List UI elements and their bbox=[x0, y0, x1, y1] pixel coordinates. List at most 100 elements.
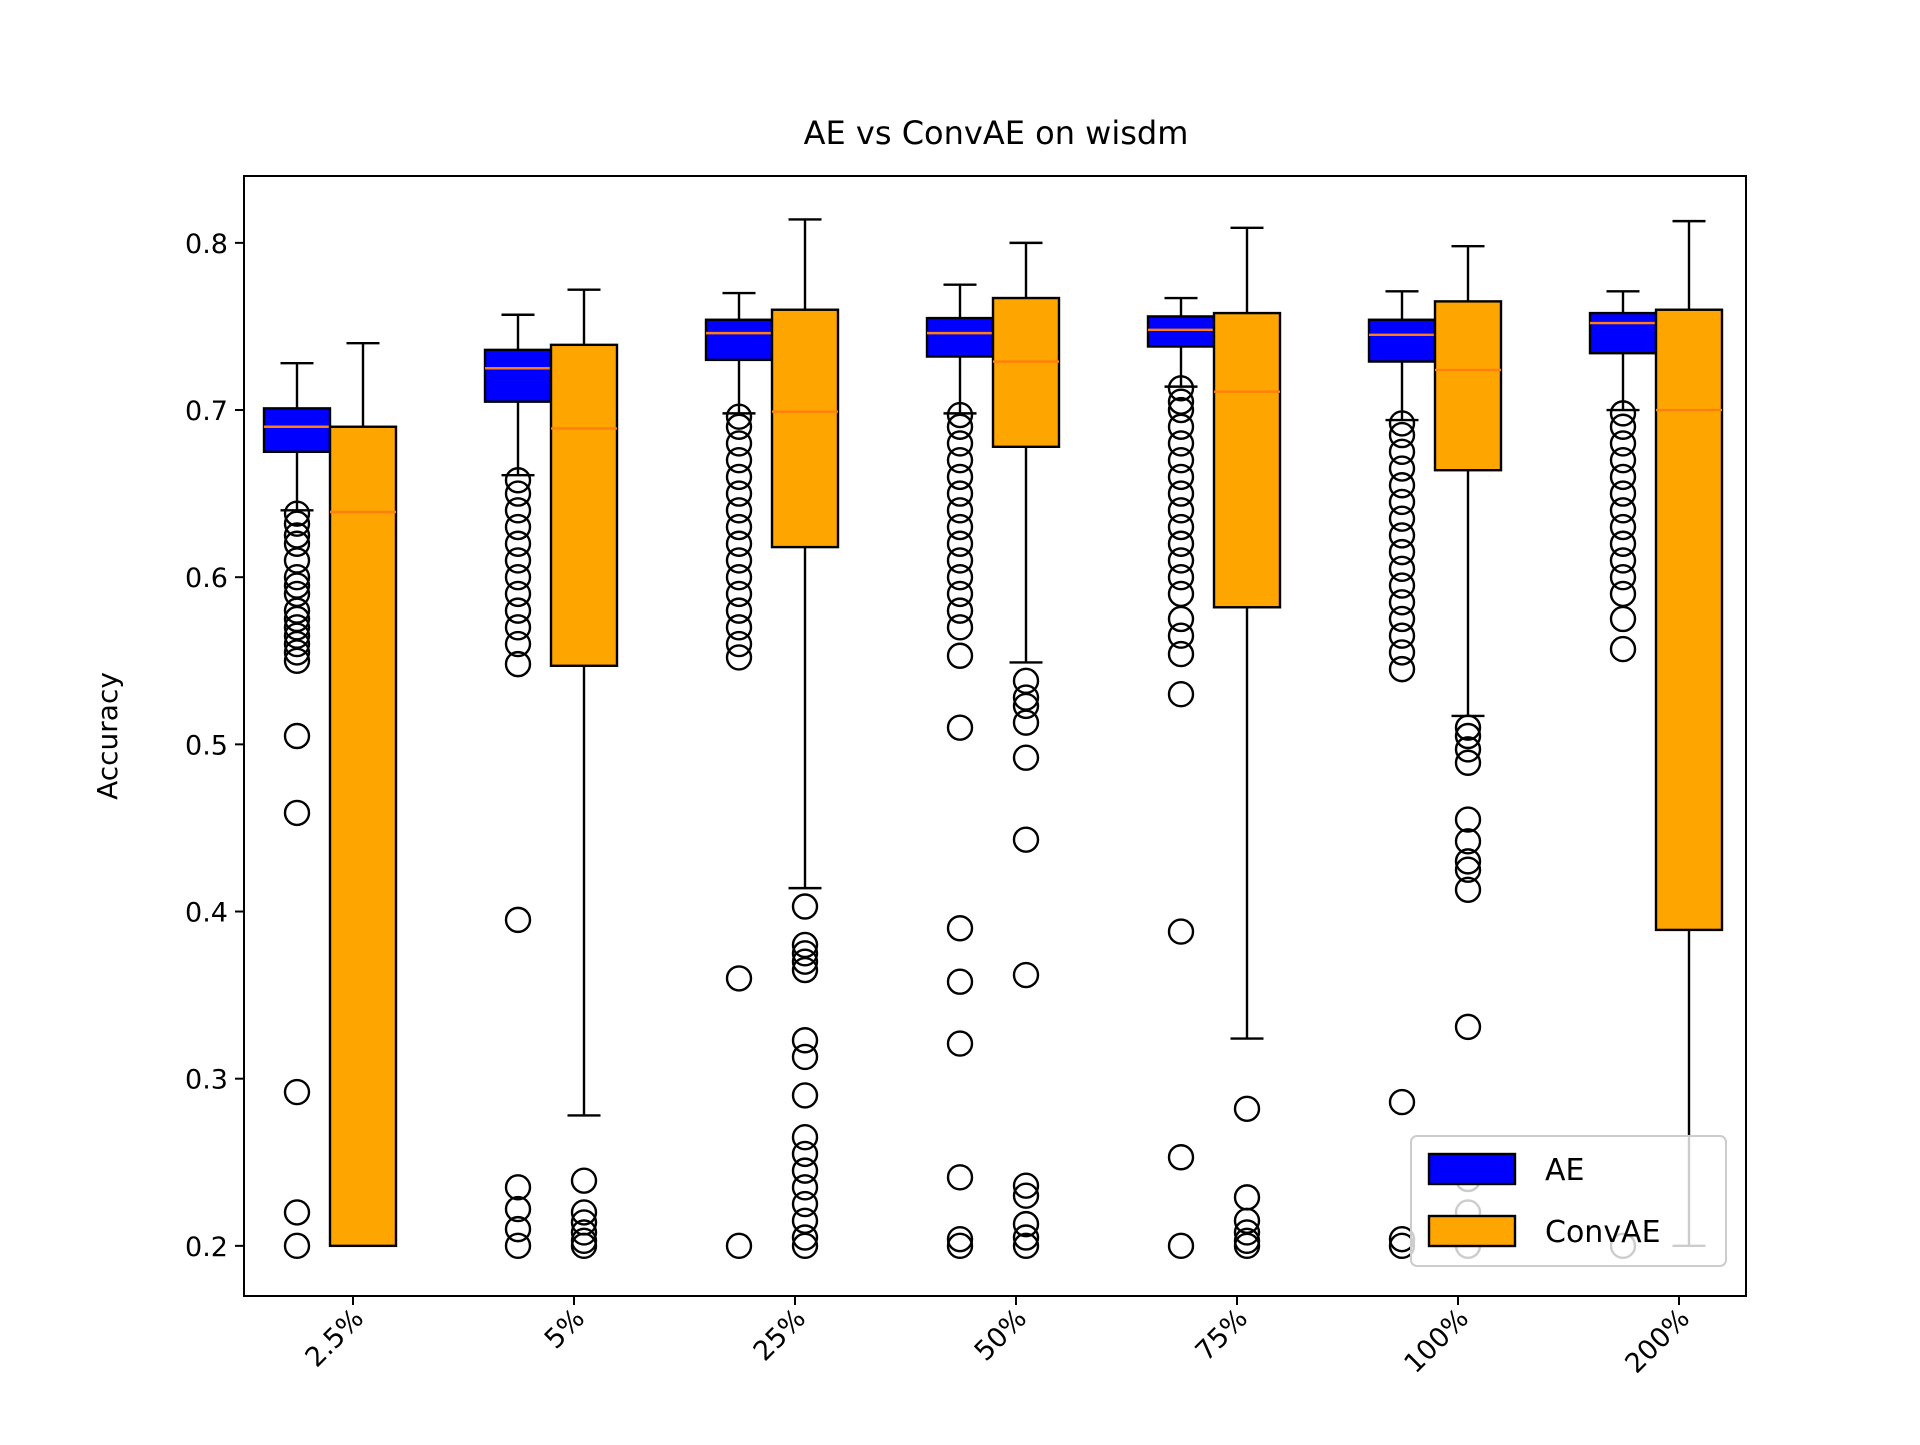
ae-outlier-point bbox=[504, 1174, 532, 1201]
ae-outlier-point bbox=[1388, 505, 1416, 532]
convae-outlier-point bbox=[1233, 1219, 1261, 1246]
convae-outlier-point bbox=[570, 1219, 598, 1246]
ae-outlier-point bbox=[725, 630, 753, 658]
convae-box bbox=[991, 296, 1061, 449]
convae-outlier-point bbox=[1012, 1182, 1040, 1209]
convae-box-group bbox=[1654, 219, 1724, 1248]
convae-outlier-point bbox=[1454, 848, 1482, 875]
convae-box-group bbox=[549, 288, 619, 1260]
ae-outlier-point bbox=[1167, 1232, 1195, 1260]
ae-outlier-point bbox=[946, 968, 974, 995]
y-tick-label: 0.5 bbox=[185, 730, 228, 761]
ae-outlier-point bbox=[1167, 413, 1195, 440]
convae-outlier-point bbox=[791, 1232, 819, 1260]
ae-outlier-point bbox=[1388, 639, 1416, 666]
convae-outlier-point bbox=[791, 1082, 819, 1109]
convae-outlier-point bbox=[1454, 828, 1482, 855]
ae-outlier-point bbox=[1167, 622, 1195, 649]
ae-outlier-point bbox=[1167, 480, 1195, 507]
ae-outlier-point bbox=[1167, 605, 1195, 633]
convae-outlier-point bbox=[1454, 876, 1482, 903]
ae-outlier-point bbox=[504, 563, 532, 591]
y-tick-label: 0.6 bbox=[185, 563, 228, 594]
y-tick-label: 0.3 bbox=[185, 1065, 228, 1096]
y-axis-label: Accuracy bbox=[91, 672, 124, 800]
ae-outlier-point bbox=[725, 965, 753, 992]
convae-box-group bbox=[1433, 245, 1503, 1260]
ae-outlier-point bbox=[1609, 497, 1637, 524]
ae-outlier-point bbox=[1388, 555, 1416, 583]
convae-outlier-point bbox=[1012, 961, 1040, 989]
ae-outlier-point bbox=[725, 547, 753, 574]
ae-outlier-point bbox=[946, 1232, 974, 1260]
ae-box-group bbox=[704, 291, 774, 1260]
ae-outlier-point bbox=[1609, 547, 1637, 574]
ae-outlier-point bbox=[283, 639, 311, 666]
ae-outlier-point bbox=[504, 630, 532, 658]
convae-outlier-point bbox=[1454, 714, 1482, 741]
ae-outlier-point bbox=[1609, 400, 1637, 427]
ae-outlier-point bbox=[1167, 547, 1195, 574]
convae-outlier-point bbox=[791, 1224, 819, 1251]
ae-outlier-point bbox=[504, 580, 532, 608]
convae-outlier-point bbox=[791, 940, 819, 967]
ae-outlier-point bbox=[1388, 538, 1416, 566]
ae-outlier-point bbox=[725, 463, 753, 491]
ae-outlier-point bbox=[946, 401, 974, 429]
ae-outlier-point bbox=[946, 547, 974, 574]
ae-outlier-point bbox=[1388, 605, 1416, 633]
ae-outlier-point bbox=[1388, 622, 1416, 649]
ae-outlier-point bbox=[1609, 463, 1637, 491]
chart-title: AE vs ConvAE on wisdm bbox=[804, 114, 1189, 152]
convae-outlier-point bbox=[1454, 736, 1482, 763]
convae-outlier-point bbox=[791, 893, 819, 920]
ae-outlier-point bbox=[946, 430, 974, 457]
ae-box bbox=[925, 316, 995, 358]
convae-outlier-point bbox=[570, 1167, 598, 1194]
convae-outlier-point bbox=[791, 1140, 819, 1168]
legend-label-convae: ConvAE bbox=[1545, 1215, 1661, 1250]
y-tick-label: 0.8 bbox=[185, 229, 228, 260]
ae-outlier-point bbox=[504, 597, 532, 624]
convae-box-group bbox=[770, 218, 840, 1260]
ae-outlier-point bbox=[1167, 513, 1195, 541]
ae-outlier-point bbox=[504, 530, 532, 557]
y-tick-label: 0.7 bbox=[185, 396, 228, 427]
ae-outlier-point bbox=[283, 647, 311, 674]
convae-box bbox=[1433, 300, 1503, 472]
ae-outlier-point bbox=[1167, 463, 1195, 491]
ae-outlier-point bbox=[1388, 488, 1416, 516]
ae-outlier-point bbox=[725, 644, 753, 671]
ae-outlier-point bbox=[504, 906, 532, 934]
ae-outlier-point bbox=[946, 513, 974, 541]
ae-box-group bbox=[483, 313, 553, 1260]
ae-outlier-point bbox=[504, 480, 532, 507]
y-tick-label: 0.4 bbox=[185, 898, 228, 929]
ae-outlier-point bbox=[946, 480, 974, 507]
ae-outlier-point bbox=[283, 510, 311, 537]
convae-outlier-point bbox=[791, 1174, 819, 1201]
convae-box-group bbox=[1212, 226, 1282, 1260]
ae-outlier-point bbox=[725, 563, 753, 591]
ae-outlier-point bbox=[1609, 446, 1637, 474]
ae-outlier-point bbox=[725, 1232, 753, 1260]
convae-outlier-point bbox=[791, 1123, 819, 1151]
ae-outlier-point bbox=[725, 430, 753, 457]
convae-outlier-point bbox=[1233, 1095, 1261, 1122]
convae-outlier-point bbox=[791, 956, 819, 984]
ae-outlier-point bbox=[1167, 563, 1195, 591]
ae-outlier-point bbox=[283, 563, 311, 591]
ae-outlier-point bbox=[946, 714, 974, 741]
ae-outlier-point bbox=[946, 530, 974, 557]
ae-outlier-point bbox=[504, 497, 532, 524]
legend: AE ConvAE bbox=[1410, 1135, 1727, 1267]
ae-outlier-point bbox=[725, 614, 753, 641]
convae-outlier-point bbox=[1012, 709, 1040, 736]
convae-outlier-point bbox=[1012, 744, 1040, 771]
legend-swatch-convae bbox=[1427, 1214, 1517, 1248]
ae-outlier-point bbox=[504, 467, 532, 494]
ae-outlier-point bbox=[504, 1215, 532, 1243]
ae-outlier-point bbox=[1167, 640, 1195, 668]
ae-outlier-point bbox=[946, 1164, 974, 1191]
ae-box-group bbox=[1367, 290, 1437, 1260]
